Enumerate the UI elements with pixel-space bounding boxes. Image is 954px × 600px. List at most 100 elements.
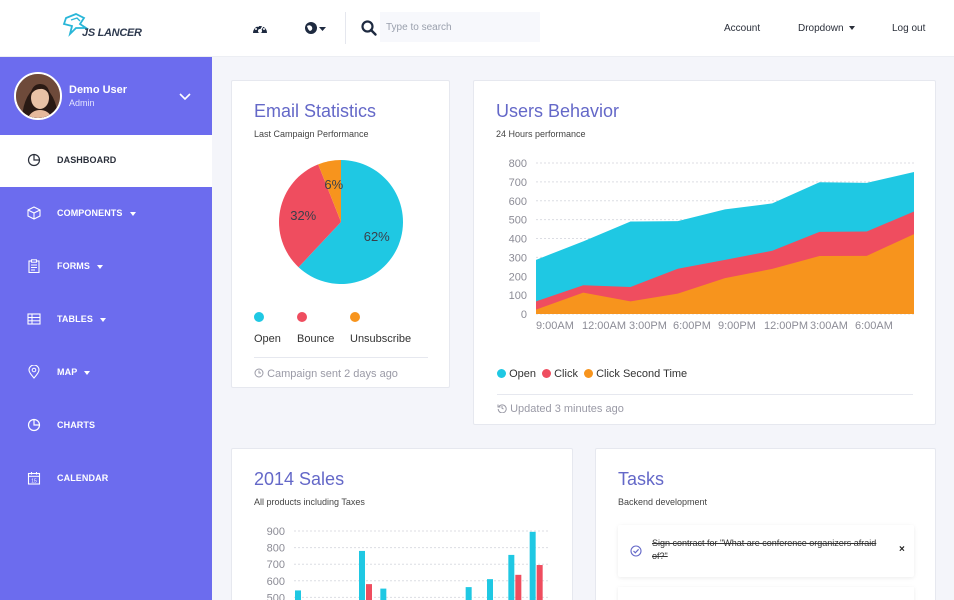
sidebar-item-label: FORMS bbox=[57, 261, 103, 271]
y-tick-label: 800 bbox=[509, 158, 527, 170]
legend-click-second-label: Click Second Time bbox=[596, 368, 688, 380]
sidebar-item-text: TABLES bbox=[57, 314, 93, 324]
legend-click-label: Click bbox=[554, 368, 578, 380]
card-footer: Campaign sent 2 days ago bbox=[254, 368, 398, 380]
sidebar-item-label: CHARTS bbox=[57, 420, 96, 430]
task-item[interactable]: Sign contract for "What are conference o… bbox=[618, 525, 914, 577]
legend-open-label: Open bbox=[509, 368, 536, 380]
y-tick-label: 800 bbox=[267, 543, 285, 555]
sidebar-item-forms[interactable]: FORMS bbox=[0, 241, 212, 293]
brand-logo[interactable]: JS LANCER bbox=[62, 12, 144, 44]
sidebar-item-text: COMPONENTS bbox=[57, 208, 123, 218]
x-tick-label: 6:00AM bbox=[855, 320, 893, 332]
bar-0-3 bbox=[359, 550, 365, 600]
legend-click-dot bbox=[542, 369, 552, 378]
y-tick-label: 600 bbox=[267, 576, 285, 588]
y-tick-label: 100 bbox=[509, 290, 527, 302]
chevron-down-icon bbox=[97, 264, 103, 269]
sidebar-item-label: TABLES bbox=[57, 314, 106, 324]
legend-click-second-dot bbox=[584, 369, 594, 378]
card-divider bbox=[497, 394, 913, 395]
sidebar-item-text: MAP bbox=[57, 367, 78, 377]
chevron-down-icon[interactable] bbox=[179, 89, 191, 101]
legend-unsubscribe-label: Unsubscribe bbox=[350, 333, 412, 345]
chevron-down-icon bbox=[848, 26, 855, 31]
sidebar-item-calendar[interactable]: 15 CALENDAR bbox=[0, 453, 212, 505]
chevron-down-icon bbox=[129, 211, 136, 216]
sidebar-item-label: CALENDAR bbox=[57, 473, 109, 483]
sales-bar-chart: 500 600 700 800 900 bbox=[267, 526, 550, 600]
y-tick-label: 600 bbox=[509, 196, 527, 208]
card-divider bbox=[254, 357, 428, 358]
x-tick-label: 3:00PM bbox=[629, 320, 667, 332]
navbar-divider bbox=[345, 12, 346, 44]
chevron-down-icon bbox=[99, 317, 106, 322]
card-subtitle: 24 Hours performance bbox=[496, 129, 586, 139]
y-tick-label: 0 bbox=[521, 309, 527, 321]
card-subtitle: Backend development bbox=[618, 497, 708, 507]
task-item[interactable] bbox=[618, 587, 914, 600]
sidebar-item-label: DASHBOARD bbox=[57, 155, 117, 165]
legend-bounce-dot bbox=[297, 312, 307, 322]
sidebar-item-map[interactable]: MAP bbox=[0, 347, 212, 399]
x-tick-label: 3:00AM bbox=[810, 320, 848, 332]
clock-icon bbox=[254, 368, 264, 378]
dashboard-icon[interactable] bbox=[252, 21, 268, 38]
search-input[interactable] bbox=[380, 12, 540, 42]
y-tick-label: 500 bbox=[267, 592, 285, 600]
email-pie-chart: 62% 32% 6% bbox=[279, 160, 403, 284]
sidebar-item-components[interactable]: COMPONENTS bbox=[0, 188, 212, 240]
card-title: 2014 Sales bbox=[254, 469, 345, 489]
y-tick-label: 900 bbox=[267, 526, 285, 538]
y-tick-label: 300 bbox=[509, 252, 527, 264]
map-pin-icon bbox=[27, 364, 41, 379]
x-tick-label: 12:00AM bbox=[582, 320, 626, 332]
account-link[interactable]: Account bbox=[724, 23, 761, 34]
x-tick-label: 6:00PM bbox=[673, 320, 711, 332]
bar-1-10 bbox=[515, 574, 522, 600]
bar-1-11 bbox=[536, 565, 543, 600]
bar-0-4 bbox=[380, 588, 387, 600]
bar-0-10 bbox=[508, 554, 515, 600]
table-icon bbox=[27, 312, 41, 326]
close-icon[interactable]: × bbox=[899, 544, 905, 555]
sidebar-item-text: FORMS bbox=[57, 261, 90, 271]
card-footer: Updated 3 minutes ago bbox=[497, 403, 624, 415]
user-name: Demo User bbox=[69, 84, 128, 96]
card-footer-text: Campaign sent 2 days ago bbox=[267, 368, 398, 380]
sidebar: Demo User Admin DASHBOARD COMPONENTS FOR… bbox=[0, 57, 212, 600]
pie-chart-icon bbox=[27, 418, 41, 432]
sidebar-item-charts[interactable]: CHARTS bbox=[0, 400, 212, 452]
y-tick-label: 400 bbox=[509, 234, 527, 246]
calendar-icon: 15 bbox=[27, 471, 41, 485]
pie-label-open: 62% bbox=[364, 229, 390, 244]
legend-open-dot bbox=[254, 312, 264, 322]
card-title: Users Behavior bbox=[496, 101, 620, 121]
area-series-2 bbox=[536, 234, 914, 314]
legend-bounce-label: Bounce bbox=[297, 333, 335, 345]
x-tick-label: 9:00AM bbox=[536, 320, 574, 332]
y-tick-label: 700 bbox=[509, 177, 527, 189]
search-icon[interactable] bbox=[360, 19, 378, 37]
x-tick-label: 12:00PM bbox=[764, 320, 808, 332]
check-circle-icon[interactable] bbox=[630, 544, 642, 557]
sales-card: 2014 Sales All products including Taxes … bbox=[231, 448, 573, 600]
user-panel[interactable]: Demo User Admin bbox=[0, 57, 212, 135]
user-role: Admin bbox=[69, 98, 95, 108]
globe-icon[interactable] bbox=[304, 21, 326, 38]
bar-0-11 bbox=[529, 531, 536, 600]
sidebar-item-dashboard[interactable]: DASHBOARD bbox=[0, 135, 212, 187]
dropdown-label: Dropdown bbox=[798, 23, 844, 34]
card-title: Tasks bbox=[618, 469, 665, 489]
y-tick-label: 700 bbox=[267, 559, 285, 571]
sidebar-item-tables[interactable]: TABLES bbox=[0, 294, 212, 346]
history-icon bbox=[497, 404, 507, 414]
top-navbar: JS LANCER Account Dropdown Log out bbox=[0, 0, 954, 57]
dropdown-menu[interactable]: Dropdown bbox=[798, 23, 855, 34]
logout-link[interactable]: Log out bbox=[892, 23, 926, 34]
bar-0-0 bbox=[295, 590, 301, 600]
pie-label-bounce: 32% bbox=[290, 208, 316, 223]
y-tick-label: 500 bbox=[509, 215, 527, 227]
bar-0-9 bbox=[487, 579, 493, 600]
pie-slice-unsubscribe bbox=[318, 160, 341, 222]
